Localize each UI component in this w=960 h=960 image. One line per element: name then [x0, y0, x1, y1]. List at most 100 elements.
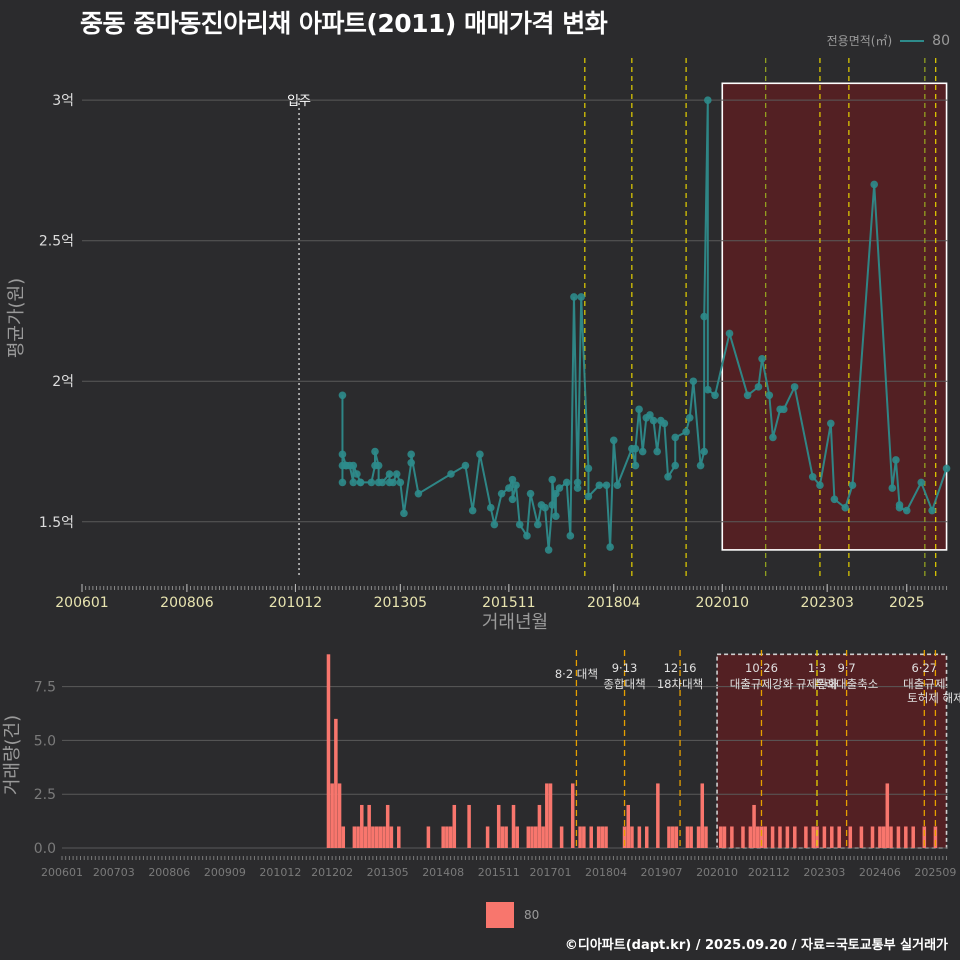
volume-bar: [559, 826, 564, 848]
price-point: [848, 481, 857, 490]
price-point: [414, 489, 423, 498]
volume-bar: [385, 804, 390, 848]
policy-label: 특례대출축소: [815, 677, 878, 691]
volume-bar: [752, 804, 756, 848]
volume-bar: [530, 826, 534, 848]
volume-bar: [496, 804, 501, 848]
price-point: [928, 506, 936, 515]
volume-bar: [374, 826, 379, 848]
volume-bar: [637, 826, 642, 848]
volume-bar: [859, 826, 864, 848]
price-point: [486, 503, 495, 512]
volume-bar: [448, 826, 453, 848]
price-point: [371, 447, 379, 456]
volume-bar: [622, 826, 627, 848]
price-point: [555, 484, 564, 492]
price-point: [338, 450, 347, 459]
volume-bar: [504, 826, 508, 848]
volume-chart: 0.0 2.5 5.0 7.5 8·2 대책 9·13 종합대책 12·16 18차대책 10·2…: [2, 650, 960, 879]
price-point: [544, 546, 553, 554]
price-point: [779, 405, 788, 414]
price-point: [917, 478, 926, 487]
volume-bar: [704, 826, 708, 848]
price-point: [826, 419, 835, 428]
legend-series-label: 80: [932, 32, 950, 49]
x-tick-label: 202010: [696, 866, 738, 879]
legend-top: 전용면적(㎡) 80: [827, 32, 950, 49]
volume-bar: [889, 826, 893, 848]
volume-bar: [337, 783, 342, 848]
volume-bar: [341, 826, 346, 848]
volume-bar: [545, 783, 549, 848]
volume-bar: [445, 826, 449, 848]
price-point: [552, 512, 560, 520]
volume-bar: [397, 826, 401, 848]
price-point: [378, 478, 387, 487]
price-point: [508, 475, 517, 484]
price-point: [653, 447, 661, 456]
x-tick-label: 202509: [914, 866, 956, 879]
price-point: [508, 495, 517, 504]
x-tick-label: 201511: [478, 866, 520, 879]
price-point: [577, 293, 585, 301]
volume-bar: [922, 826, 927, 848]
price-point: [631, 461, 640, 470]
policy-label: 9·7: [837, 661, 855, 675]
price-chart: 1.5억 2억 2.5억 3억 입주 200601 200806 201012 201305 20…: [6, 58, 951, 633]
volume-bar: [885, 783, 890, 848]
price-point: [711, 391, 719, 400]
volume-bar: [674, 826, 679, 848]
policy-label: 규제완화: [796, 677, 839, 691]
volume-bar: [389, 826, 394, 848]
price-point: [888, 484, 897, 492]
volume-bar: [363, 826, 368, 848]
price-point: [573, 478, 582, 487]
volume-bar: [722, 826, 727, 848]
x-tick-label: 201511: [482, 595, 535, 611]
volume-bar: [485, 826, 490, 848]
price-point: [892, 456, 900, 464]
price-point: [700, 312, 708, 321]
x-tick-label: 201012: [259, 866, 301, 879]
price-point: [338, 391, 347, 400]
price-point: [461, 461, 470, 470]
volume-bar: [815, 826, 819, 848]
volume-bar: [719, 826, 723, 848]
legend-bar-label: 80: [524, 908, 540, 922]
x-tick-label: 201305: [367, 866, 409, 879]
y-axis-title: 평균가(원): [6, 278, 27, 358]
volume-bar: [667, 826, 671, 848]
price-point: [353, 470, 361, 478]
price-point: [548, 501, 557, 509]
price-point: [700, 447, 708, 456]
price-point: [769, 433, 777, 442]
policy-label: 8·2 대책: [555, 667, 598, 681]
x-tick-label: 200806: [148, 866, 190, 879]
volume-bar: [811, 826, 816, 848]
price-point: [515, 520, 524, 529]
x-tick-label: 201804: [585, 866, 627, 879]
x-tick-label: 200601: [41, 866, 83, 879]
volume-bar: [830, 826, 834, 848]
volume-bar: [630, 826, 634, 848]
price-point: [743, 391, 752, 400]
x-tick-label: 201012: [269, 595, 322, 611]
volume-bar: [870, 826, 875, 848]
price-point: [638, 447, 647, 456]
volume-bar: [644, 826, 649, 848]
legend-line-swatch: [900, 39, 925, 42]
price-point: [595, 481, 604, 490]
policy-label: 종합대책: [603, 677, 645, 691]
volume-bar: [763, 826, 767, 848]
price-point: [566, 532, 575, 540]
volume-bar: [537, 804, 542, 848]
price-point: [389, 478, 397, 487]
volume-bar: [741, 826, 745, 848]
volume-bar: [656, 783, 660, 848]
price-point: [570, 293, 578, 301]
price-point: [685, 413, 694, 422]
highlight-box: [721, 82, 948, 551]
volume-bar: [730, 826, 734, 848]
price-point: [584, 464, 593, 473]
